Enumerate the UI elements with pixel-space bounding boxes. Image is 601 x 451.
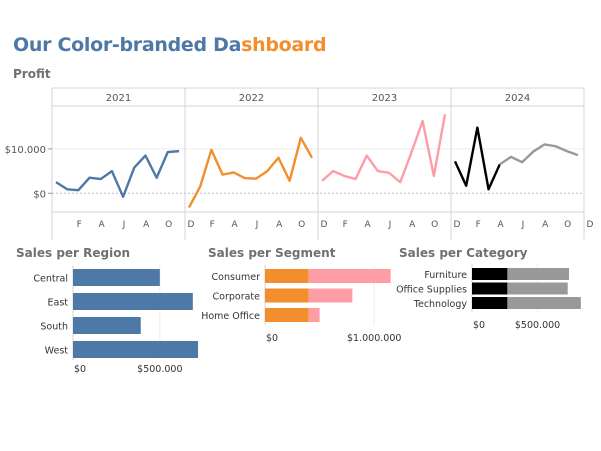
category-label: Furniture	[424, 270, 467, 281]
bar	[73, 317, 141, 334]
bar-segment	[265, 288, 309, 303]
month-label: O	[298, 220, 305, 230]
month-label: A	[497, 220, 504, 230]
month-label: J	[388, 220, 392, 230]
bar-chart-title: Sales per Category	[399, 246, 528, 260]
category-label: Home Office	[201, 311, 260, 322]
bar-segment	[265, 269, 309, 283]
bar-chart-title: Sales per Region	[16, 246, 130, 260]
month-label: D	[321, 220, 328, 230]
month-label: J	[521, 220, 525, 230]
month-label: F	[343, 220, 348, 230]
y-tick-label: $0	[33, 189, 46, 200]
bar-segment	[507, 282, 568, 295]
bar-segment	[472, 297, 508, 309]
profit-line-2021	[55, 149, 180, 199]
panel-year-label: 2023	[372, 93, 397, 104]
profit-line-2023	[321, 114, 447, 184]
month-label: F	[476, 220, 481, 230]
category-label: East	[48, 298, 69, 309]
month-label: A	[231, 220, 238, 230]
bar-chart-title: Sales per Segment	[208, 246, 336, 260]
bar-segment	[265, 308, 309, 322]
bar-segment	[472, 282, 508, 295]
profit-line-2024-b	[499, 143, 579, 166]
category-label: Central	[33, 274, 68, 285]
month-label: O	[165, 220, 172, 230]
month-label: D	[188, 220, 195, 230]
month-label: J	[122, 220, 126, 230]
x-tick-label: $0	[74, 364, 86, 375]
month-label: F	[210, 220, 215, 230]
bar-segment	[308, 288, 353, 303]
category-label: Office Supplies	[396, 285, 467, 296]
x-tick-label: $0	[266, 333, 278, 344]
month-label: O	[431, 220, 438, 230]
bar-segment	[308, 308, 320, 322]
profit-line-2024-a	[453, 126, 501, 191]
month-label: F	[77, 220, 82, 230]
category-label: Consumer	[212, 272, 261, 283]
title-part-2: shboard	[241, 34, 327, 56]
month-label: A	[143, 220, 150, 230]
panel-year-label: 2022	[239, 93, 264, 104]
month-label: A	[276, 220, 283, 230]
x-tick-label: $1.000.000	[347, 333, 401, 344]
bar	[73, 341, 199, 358]
bar-segment	[507, 297, 581, 309]
dashboard-title: Our Color-branded Dashboard	[13, 34, 327, 56]
month-label: A	[364, 220, 371, 230]
category-label: West	[45, 346, 69, 357]
month-label: D	[587, 220, 594, 230]
x-tick-label: $500.000	[137, 364, 182, 375]
bar-segment	[472, 268, 508, 280]
category-label: Corporate	[213, 292, 261, 303]
month-label: A	[542, 220, 549, 230]
month-label: D	[454, 220, 461, 230]
category-label: South	[40, 322, 68, 333]
profit-line-2022	[187, 136, 314, 209]
x-tick-label: $0	[473, 320, 485, 331]
title-part-1: Our Color-branded Da	[13, 34, 242, 56]
bar	[73, 269, 160, 286]
panel-year-label: 2024	[505, 93, 530, 104]
bar-segment	[308, 269, 391, 283]
month-label: A	[409, 220, 416, 230]
panel-year-label: 2021	[106, 93, 131, 104]
month-label: O	[564, 220, 571, 230]
y-tick-label: $10.000	[5, 145, 46, 156]
month-label: J	[255, 220, 259, 230]
x-tick-label: $500.000	[515, 320, 560, 331]
bar	[73, 293, 193, 310]
month-label: A	[98, 220, 105, 230]
profit-chart-title: Profit	[13, 67, 51, 81]
bar-segment	[507, 268, 570, 280]
category-label: Technology	[413, 299, 468, 310]
